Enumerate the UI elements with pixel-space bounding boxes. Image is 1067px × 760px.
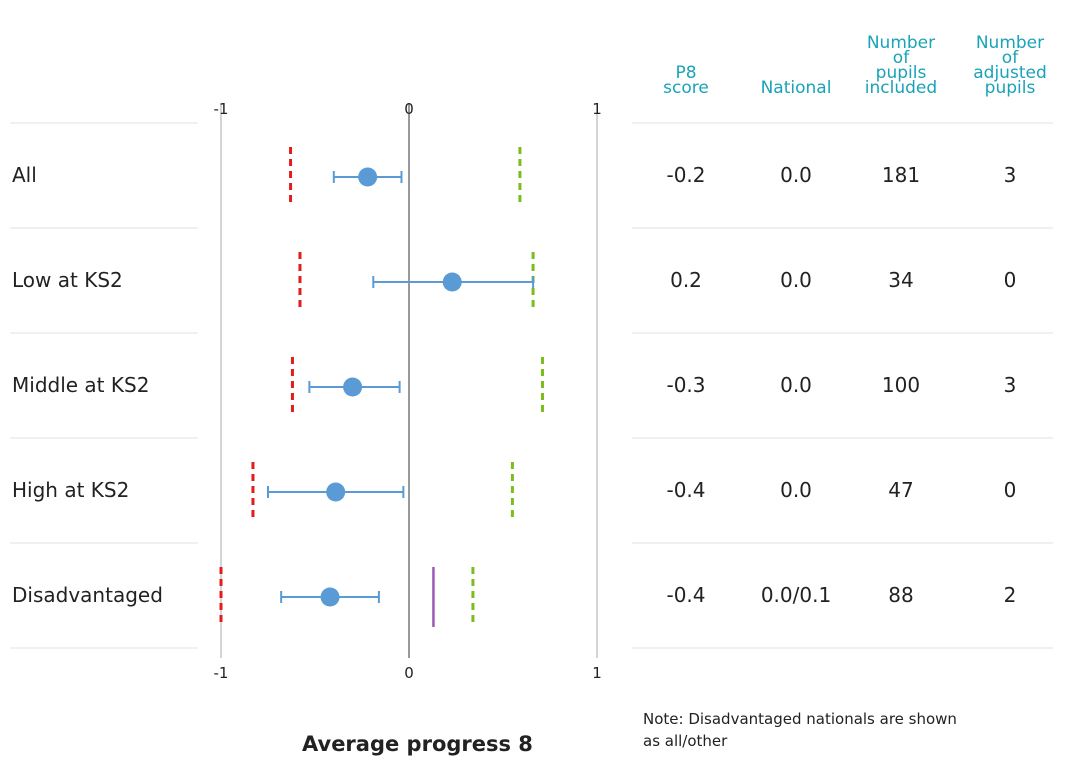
table-cell: 0.2 xyxy=(670,268,702,292)
score-point xyxy=(442,272,462,292)
table-cell: 47 xyxy=(888,478,914,502)
table-cell: 0.0 xyxy=(780,478,812,502)
table-cell: 0.0 xyxy=(780,268,812,292)
tick-label-top: -1 xyxy=(214,100,229,118)
tick-label-bottom: -1 xyxy=(214,664,229,682)
table-cell: 181 xyxy=(881,163,921,187)
table-cell: 0.0 xyxy=(780,163,812,187)
row-label: High at KS2 xyxy=(12,478,130,502)
column-header: Number of pupils included xyxy=(864,33,938,98)
table-cell: 0.0/0.1 xyxy=(760,583,832,607)
tick-label-top: 1 xyxy=(592,100,602,118)
column-header: Number of adjusted pupils xyxy=(973,33,1047,98)
table-cell: 0 xyxy=(1003,478,1017,502)
row-label: Disadvantaged xyxy=(12,583,163,607)
table-cell: 0 xyxy=(1003,268,1017,292)
table-cell: -0.2 xyxy=(666,163,706,187)
table-cell: 88 xyxy=(888,583,914,607)
footnote: Note: Disadvantaged nationals are shown … xyxy=(643,710,957,750)
table-cell: 34 xyxy=(888,268,914,292)
row-label: Low at KS2 xyxy=(12,268,123,292)
x-axis-title: Average progress 8 xyxy=(302,732,533,756)
table-cell: 3 xyxy=(1003,163,1017,187)
table-cell: -0.4 xyxy=(666,583,706,607)
score-point xyxy=(320,587,340,607)
row-label: Middle at KS2 xyxy=(12,373,150,397)
score-point xyxy=(343,377,363,397)
tick-label-bottom: 0 xyxy=(404,664,414,682)
score-point xyxy=(358,167,378,187)
tick-label-top: 0 xyxy=(404,100,414,118)
tick-label-bottom: 1 xyxy=(592,664,602,682)
column-header: National xyxy=(760,78,832,98)
table-cell: -0.4 xyxy=(666,478,706,502)
row-label: All xyxy=(12,163,37,187)
table-cell: 2 xyxy=(1003,583,1017,607)
table-cell: 100 xyxy=(881,373,921,397)
score-point xyxy=(326,482,346,502)
table-cell: -0.3 xyxy=(666,373,706,397)
table-cell: 0.0 xyxy=(780,373,812,397)
column-header: P8 score xyxy=(663,63,709,98)
table-cell: 3 xyxy=(1003,373,1017,397)
